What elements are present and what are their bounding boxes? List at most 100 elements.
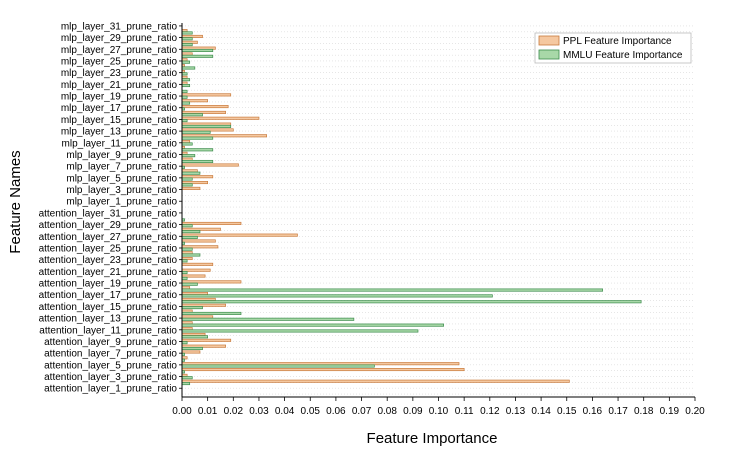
bar-ppl (181, 116, 260, 120)
y-tick-label: mlp_layer_19_prune_ratio (61, 92, 178, 103)
bar-ppl (181, 332, 206, 336)
x-tick-label: 0.09 (403, 406, 423, 417)
x-tick-label: 0.10 (429, 406, 449, 417)
bar-ppl (181, 157, 193, 161)
bar-mmlu (181, 142, 193, 146)
bar-mmlu (181, 335, 208, 339)
bar-mmlu (181, 382, 191, 386)
bar-series (181, 29, 642, 386)
axes (179, 23, 696, 401)
x-tick-labels: 0.00 0.01 0.02 0.03 0.04 0.05 0.06 0.07 0.08 0.09… (172, 406, 705, 417)
bar-mmlu (181, 177, 193, 181)
bar-mmlu (181, 60, 191, 64)
y-tick-label: attention_layer_15_prune_ratio (39, 302, 178, 313)
y-tick-label: mlp_layer_1_prune_ratio (66, 197, 177, 208)
y-tick-label: mlp_layer_15_prune_ratio (61, 115, 178, 126)
bar-mmlu (181, 89, 188, 93)
x-tick-label: 0.19 (660, 406, 680, 417)
bar-ppl (181, 292, 208, 296)
bar-mmlu (181, 54, 214, 58)
bar-mmlu (181, 364, 375, 368)
bar-mmlu (181, 224, 193, 228)
bar-ppl (181, 151, 188, 155)
x-tick-label: 0.14 (531, 406, 551, 417)
bar-mmlu (181, 159, 214, 164)
bar-ppl (181, 356, 188, 360)
bar-ppl (181, 227, 221, 231)
y-tick-label: attention_layer_1_prune_ratio (44, 384, 177, 395)
y-tick-label: mlp_layer_17_prune_ratio (61, 103, 178, 114)
bar-mmlu (181, 183, 193, 187)
bar-mmlu (181, 43, 193, 47)
y-tick-label: attention_layer_13_prune_ratio (39, 314, 178, 325)
y-axis-title: Feature Names (7, 150, 24, 253)
bar-ppl (181, 221, 242, 225)
bar-ppl (181, 239, 216, 243)
bar-mmlu (181, 95, 188, 99)
bar-mmlu (181, 323, 444, 327)
y-tick-label: attention_layer_7_prune_ratio (44, 349, 177, 360)
bar-ppl (181, 327, 193, 331)
y-tick-label: attention_layer_3_prune_ratio (44, 372, 177, 383)
bar-mmlu (181, 37, 193, 41)
y-tick-label: attention_layer_31_prune_ratio (39, 208, 178, 219)
legend: PPL Feature Importance MMLU Feature Impo… (534, 32, 692, 64)
y-tick-label: attention_layer_21_prune_ratio (39, 267, 178, 278)
x-tick-label: 0.08 (377, 406, 397, 417)
y-tick-label: mlp_layer_29_prune_ratio (61, 33, 178, 44)
legend-swatch-ppl (538, 35, 560, 46)
bar-ppl (181, 274, 206, 278)
bar-ppl (181, 315, 214, 319)
x-tick-label: 0.04 (275, 406, 295, 417)
bar-ppl (181, 110, 226, 114)
x-tick-label: 0.03 (249, 406, 269, 417)
bar-ppl (181, 52, 193, 56)
y-tick-label: attention_layer_29_prune_ratio (39, 220, 178, 231)
x-tick-label: 0.17 (608, 406, 628, 417)
bar-ppl (181, 362, 460, 366)
bar-ppl (181, 321, 193, 325)
bar-ppl (181, 368, 465, 372)
legend-box (534, 32, 692, 64)
bar-ppl (181, 350, 201, 354)
y-tick-label: attention_layer_11_prune_ratio (39, 325, 177, 336)
bar-mmlu (181, 376, 193, 380)
x-tick-label: 0.13 (506, 406, 526, 417)
bar-ppl (181, 58, 188, 62)
bar-mmlu (181, 72, 188, 76)
bar-mmlu (181, 130, 211, 134)
bar-ppl (181, 140, 191, 144)
x-tick-label: 0.07 (352, 406, 372, 417)
bar-mmlu (181, 306, 203, 310)
y-tick-label: attention_layer_5_prune_ratio (44, 360, 177, 371)
bar-mmlu (181, 148, 214, 152)
y-tick-label: mlp_layer_7_prune_ratio (66, 162, 177, 173)
bar-mmlu (181, 329, 419, 333)
bar-mmlu (181, 288, 604, 292)
legend-label-mmlu: MMLU Feature Importance (563, 50, 683, 61)
x-tick-label: 0.02 (224, 406, 244, 417)
x-tick-label: 0.20 (685, 406, 705, 417)
bar-ppl (181, 93, 232, 97)
x-tick-label: 0.05 (301, 406, 321, 417)
y-tick-label: attention_layer_25_prune_ratio (39, 243, 178, 254)
bar-mmlu (181, 230, 201, 234)
bar-ppl (181, 163, 239, 167)
y-tick-label: mlp_layer_25_prune_ratio (61, 56, 178, 67)
bar-ppl (181, 181, 208, 185)
bar-mmlu (181, 171, 201, 175)
bar-mmlu (181, 341, 188, 345)
bar-mmlu (181, 78, 191, 82)
x-tick-label: 0.18 (634, 406, 654, 417)
x-tick-label: 0.06 (326, 406, 346, 417)
bar-mmlu (181, 124, 232, 128)
bar-ppl (181, 34, 203, 38)
bar-mmlu (181, 294, 493, 298)
bar-mmlu (181, 113, 203, 117)
bar-mmlu (181, 247, 193, 251)
y-tick-label: attention_layer_23_prune_ratio (39, 255, 178, 266)
bar-mmlu (181, 136, 214, 140)
y-tick-label: attention_layer_27_prune_ratio (39, 232, 178, 243)
x-tick-label: 0.12 (480, 406, 500, 417)
